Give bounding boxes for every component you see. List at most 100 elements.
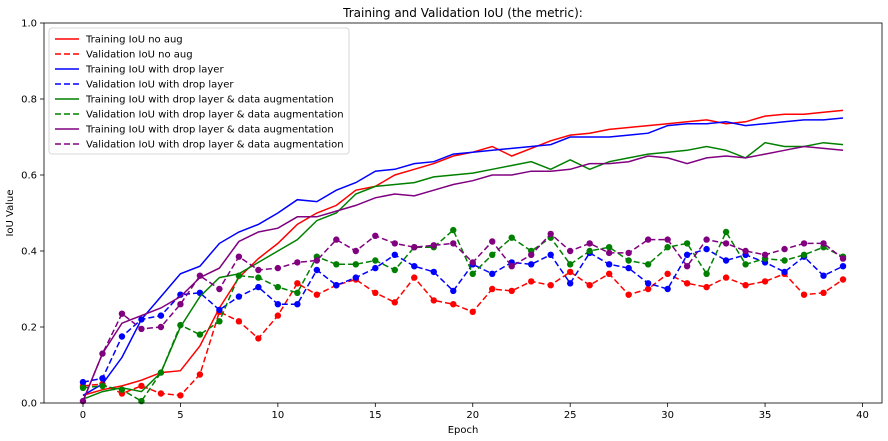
series-line-0 <box>82 109 844 397</box>
data-point-3-17 <box>411 263 418 270</box>
x-tick-label-7: 35 <box>759 410 772 421</box>
data-point-3-4 <box>157 312 165 319</box>
data-point-3-27 <box>605 261 613 268</box>
data-point-7-34 <box>742 247 749 255</box>
data-point-1-4 <box>157 390 165 397</box>
data-point-5-0 <box>79 384 87 391</box>
data-point-7-37 <box>800 240 808 247</box>
legend-label-1: Validation IoU no aug <box>86 50 193 61</box>
plot-area <box>43 22 883 405</box>
data-point-3-5 <box>177 291 184 298</box>
data-point-5-34 <box>742 261 749 268</box>
data-point-3-1 <box>99 375 106 382</box>
data-point-1-25 <box>566 268 574 276</box>
data-point-3-7 <box>216 306 223 314</box>
data-point-1-28 <box>625 291 632 298</box>
data-point-7-19 <box>450 240 457 247</box>
data-point-7-39 <box>839 255 847 262</box>
data-point-1-19 <box>450 301 457 308</box>
data-point-1-8 <box>235 318 243 325</box>
data-point-1-31 <box>683 280 691 287</box>
data-point-5-14 <box>352 261 360 268</box>
data-point-7-10 <box>274 264 282 272</box>
data-point-1-11 <box>294 280 301 287</box>
data-point-7-1 <box>99 350 106 357</box>
data-point-1-10 <box>274 312 282 319</box>
data-point-7-7 <box>216 285 223 293</box>
data-point-7-28 <box>625 249 632 257</box>
data-point-7-4 <box>157 323 165 331</box>
data-point-1-27 <box>605 270 613 277</box>
data-point-1-37 <box>800 291 808 298</box>
data-point-7-21 <box>489 238 496 245</box>
legend-label-7: Validation IoU with drop layer & data au… <box>86 140 344 151</box>
x-tick-label-5: 25 <box>564 410 577 421</box>
data-point-7-15 <box>372 232 379 239</box>
data-point-1-16 <box>391 299 398 306</box>
data-point-1-33 <box>722 274 730 281</box>
data-point-3-0 <box>79 378 87 386</box>
legend: Training IoU no aug Validation IoU no aug… <box>48 27 350 155</box>
series-line-7 <box>82 232 844 402</box>
data-point-5-4 <box>157 369 165 376</box>
data-point-5-2 <box>118 386 126 393</box>
data-point-1-26 <box>586 282 593 289</box>
data-point-7-35 <box>761 251 769 258</box>
x-tick-label-0: 0 <box>80 410 86 421</box>
x-axis-title: Epoch <box>448 425 479 436</box>
data-point-1-3 <box>138 382 145 390</box>
data-point-3-18 <box>430 268 437 276</box>
y-tick-label-0: 0.0 <box>21 399 37 410</box>
data-point-1-35 <box>761 278 769 285</box>
data-point-5-7 <box>216 318 223 325</box>
data-point-1-6 <box>196 371 204 378</box>
series-line-4 <box>82 141 844 400</box>
data-point-7-9 <box>255 266 262 274</box>
data-point-3-30 <box>664 285 671 293</box>
legend-label-3: Validation IoU with drop layer <box>86 80 234 91</box>
data-point-1-15 <box>372 289 379 296</box>
data-point-5-15 <box>372 257 379 264</box>
y-tick-label-2: 0.4 <box>21 247 37 258</box>
data-point-3-2 <box>118 333 126 340</box>
data-point-3-23 <box>528 261 535 268</box>
data-point-1-17 <box>411 274 418 281</box>
data-point-7-16 <box>391 240 398 247</box>
data-point-7-23 <box>528 251 535 258</box>
data-point-3-28 <box>625 264 632 272</box>
data-point-3-12 <box>313 266 321 274</box>
data-point-3-19 <box>450 287 457 295</box>
data-point-5-27 <box>605 244 613 251</box>
data-point-3-31 <box>683 251 691 258</box>
data-point-3-9 <box>255 283 262 291</box>
y-tick-label-5: 1.0 <box>21 19 37 30</box>
y-axis: 0.0 0.2 0.4 0.6 0.8 1.0 <box>21 19 44 410</box>
data-point-3-38 <box>820 272 827 279</box>
data-point-7-20 <box>469 259 476 266</box>
data-point-7-29 <box>644 236 652 243</box>
data-point-5-28 <box>625 257 632 264</box>
data-point-5-31 <box>683 240 691 247</box>
legend-label-4: Training IoU with drop layer & data augm… <box>85 95 334 106</box>
x-tick-label-6: 30 <box>661 410 674 421</box>
data-point-7-2 <box>118 310 126 317</box>
data-point-7-5 <box>177 301 184 308</box>
series-line-2 <box>82 117 844 397</box>
data-point-5-20 <box>469 270 476 277</box>
data-point-5-37 <box>800 251 808 258</box>
y-axis-title: IoU Value <box>5 189 16 236</box>
data-point-1-34 <box>742 282 749 289</box>
data-point-7-32 <box>703 236 710 243</box>
data-point-3-39 <box>839 263 847 270</box>
data-point-5-25 <box>566 261 574 268</box>
data-point-7-6 <box>196 272 204 279</box>
data-point-3-3 <box>138 316 145 323</box>
data-point-7-27 <box>605 249 613 257</box>
legend-label-0: Training IoU no aug <box>85 35 183 46</box>
data-point-1-23 <box>528 278 535 285</box>
data-point-7-25 <box>566 247 574 255</box>
data-point-1-24 <box>547 282 554 289</box>
data-point-5-13 <box>333 261 340 268</box>
data-point-5-26 <box>586 247 593 255</box>
